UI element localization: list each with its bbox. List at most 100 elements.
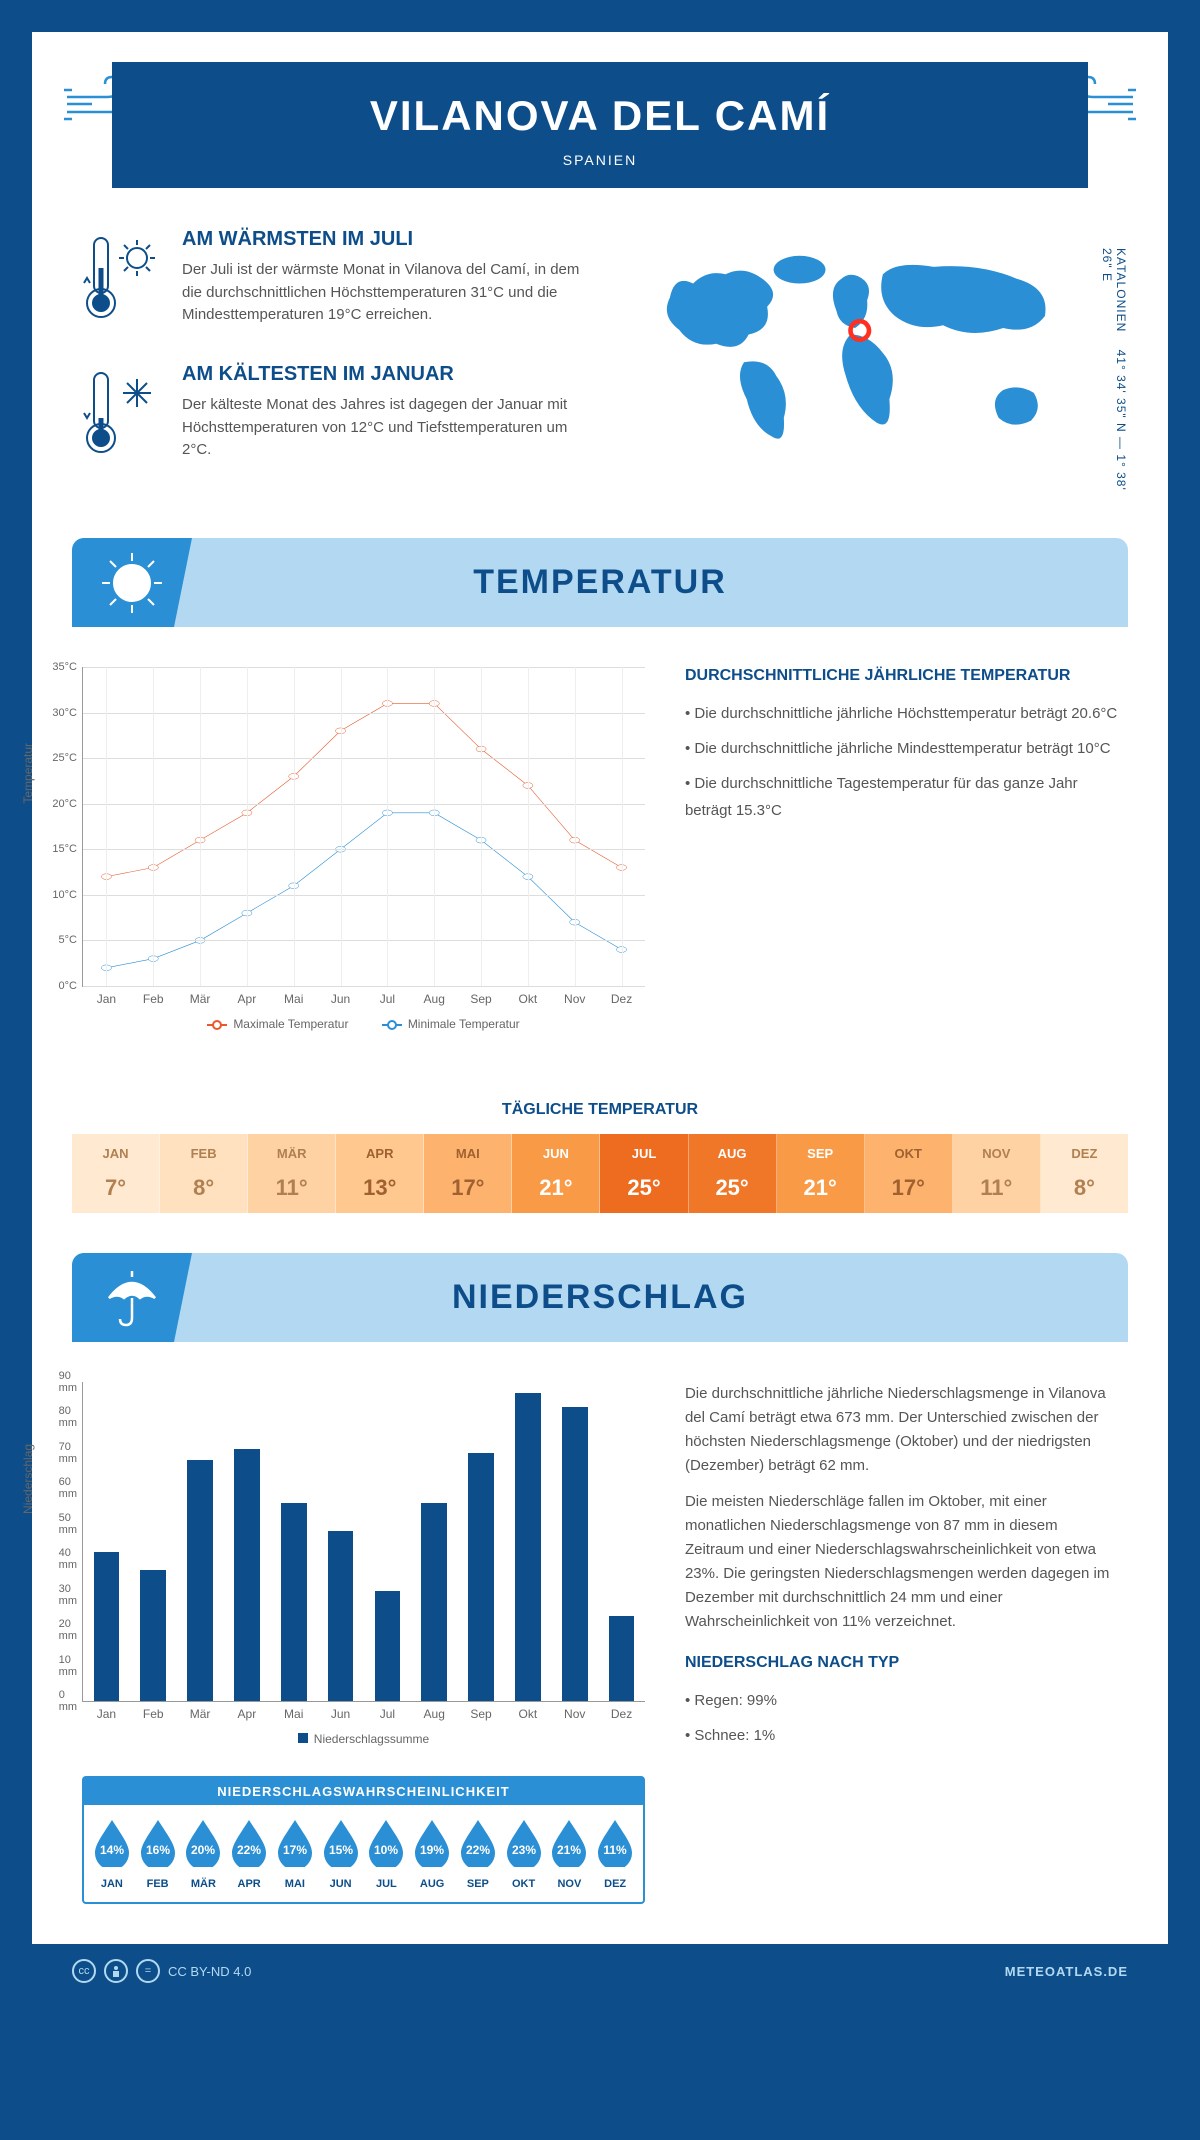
x-tick-label: Aug (424, 986, 445, 1006)
thermometer-sun-icon (82, 228, 162, 333)
daily-temp-cell: MÄR11° (248, 1134, 336, 1213)
y-tick-label: 20 mm (59, 1618, 83, 1642)
daily-temp-cell: OKT17° (865, 1134, 953, 1213)
temperature-legend: Maximale Temperatur Minimale Temperatur (82, 1017, 645, 1031)
x-tick-label: Mär (190, 1701, 211, 1721)
precip-prob-cell: 16%FEB (135, 1817, 181, 1890)
temperature-line-chart: Temperatur 0°C5°C10°C15°C20°C25°C30°C35°… (82, 667, 645, 987)
by-icon (104, 1959, 128, 1983)
temperature-section-header: TEMPERATUR (72, 538, 1128, 627)
precip-prob-title: NIEDERSCHLAGSWAHRSCHEINLICHKEIT (84, 1778, 643, 1805)
precip-bar (562, 1407, 588, 1701)
svg-text:11%: 11% (603, 1843, 627, 1857)
x-tick-label: Sep (470, 1701, 491, 1721)
y-tick-label: 70 mm (59, 1441, 83, 1465)
precip-para2: Die meisten Niederschläge fallen im Okto… (685, 1490, 1118, 1634)
y-tick-label: 90 mm (59, 1370, 83, 1394)
x-tick-label: Mai (284, 1701, 303, 1721)
precip-prob-cell: 22%APR (226, 1817, 272, 1890)
x-tick-label: Nov (564, 986, 585, 1006)
y-tick-label: 20°C (52, 798, 83, 810)
x-tick-label: Jun (331, 1701, 350, 1721)
x-tick-label: Mär (190, 986, 211, 1006)
daily-temp-cell: MAI17° (424, 1134, 512, 1213)
precip-bar (234, 1449, 260, 1701)
precip-bar (468, 1453, 494, 1701)
precip-para1: Die durchschnittliche jährliche Niedersc… (685, 1382, 1118, 1478)
y-tick-label: 10 mm (59, 1654, 83, 1678)
svg-text:16%: 16% (146, 1843, 170, 1857)
x-tick-label: Aug (424, 1701, 445, 1721)
y-tick-label: 0 mm (59, 1689, 83, 1713)
daily-temp-cell: JUL25° (600, 1134, 688, 1213)
fact-coldest-title: AM KÄLTESTEN IM JANUAR (182, 363, 580, 386)
x-tick-label: Apr (238, 1701, 257, 1721)
svg-text:19%: 19% (420, 1843, 444, 1857)
x-tick-label: Apr (238, 986, 257, 1006)
intro-section: AM WÄRMSTEN IM JULI Der Juli ist der wär… (32, 188, 1168, 538)
svg-text:14%: 14% (100, 1843, 124, 1857)
y-tick-label: 35°C (52, 661, 83, 673)
x-tick-label: Sep (470, 986, 491, 1006)
x-tick-label: Feb (143, 986, 164, 1006)
svg-text:15%: 15% (329, 1843, 353, 1857)
daily-temp-cell: NOV11° (953, 1134, 1041, 1213)
fact-coldest: AM KÄLTESTEN IM JANUAR Der kälteste Mona… (82, 363, 580, 468)
precip-prob-cell: 15%JUN (318, 1817, 364, 1890)
x-tick-label: Okt (519, 1701, 538, 1721)
umbrella-icon (72, 1253, 192, 1342)
precip-prob-cell: 10%JUL (364, 1817, 410, 1890)
precip-prob-cell: 23%OKT (501, 1817, 547, 1890)
y-tick-label: 60 mm (59, 1476, 83, 1500)
precipitation-section-header: NIEDERSCHLAG (72, 1253, 1128, 1342)
x-tick-label: Nov (564, 1701, 585, 1721)
fact-warmest: AM WÄRMSTEN IM JULI Der Juli ist der wär… (82, 228, 580, 333)
site-name: METEOATLAS.DE (1005, 1964, 1128, 1979)
precip-prob-cell: 17%MAI (272, 1817, 318, 1890)
daily-temp-cell: APR13° (336, 1134, 424, 1213)
temp-bullet: • Die durchschnittliche Tagestemperatur … (685, 770, 1118, 824)
daily-temp-table: JAN7°FEB8°MÄR11°APR13°MAI17°JUN21°JUL25°… (72, 1134, 1128, 1213)
x-tick-label: Jul (380, 1701, 395, 1721)
precip-bar (328, 1531, 354, 1701)
temp-desc-title: DURCHSCHNITTLICHE JÄHRLICHE TEMPERATUR (685, 667, 1118, 685)
y-tick-label: 40 mm (59, 1547, 83, 1571)
svg-text:22%: 22% (237, 1843, 261, 1857)
x-tick-label: Jan (97, 986, 116, 1006)
precipitation-title: NIEDERSCHLAG (97, 1278, 1103, 1317)
country-label: SPANIEN (132, 152, 1068, 168)
thermometer-snow-icon (82, 363, 162, 468)
y-tick-label: 10°C (52, 889, 83, 901)
temperature-title: TEMPERATUR (97, 563, 1103, 602)
x-tick-label: Dez (611, 986, 632, 1006)
x-tick-label: Dez (611, 1701, 632, 1721)
temp-bullet: • Die durchschnittliche jährliche Höchst… (685, 700, 1118, 727)
nd-icon: = (136, 1959, 160, 1983)
precip-prob-cell: 21%NOV (547, 1817, 593, 1890)
daily-temp-cell: AUG25° (689, 1134, 777, 1213)
precip-bar (421, 1503, 447, 1701)
world-map (620, 228, 1118, 478)
fact-warmest-text: Der Juli ist der wärmste Monat in Vilano… (182, 259, 580, 327)
temp-bullet: • Die durchschnittliche jährliche Mindes… (685, 735, 1118, 762)
temperature-chart-area: Temperatur 0°C5°C10°C15°C20°C25°C30°C35°… (32, 627, 1168, 1071)
y-tick-label: 0°C (59, 980, 83, 992)
precipitation-chart-area: Niederschlag 0 mm10 mm20 mm30 mm40 mm50 … (32, 1342, 1168, 1944)
svg-text:21%: 21% (557, 1843, 581, 1857)
precip-bar (609, 1616, 635, 1701)
precip-type-bullet: • Regen: 99% (685, 1687, 1118, 1714)
license-badge: cc = CC BY-ND 4.0 (72, 1959, 251, 1983)
fact-warmest-title: AM WÄRMSTEN IM JULI (182, 228, 580, 251)
precip-prob-cell: 20%MÄR (181, 1817, 227, 1890)
precip-bar (187, 1460, 213, 1701)
x-tick-label: Feb (143, 1701, 164, 1721)
daily-temp-cell: JAN7° (72, 1134, 160, 1213)
y-tick-label: 30°C (52, 707, 83, 719)
y-tick-label: 30 mm (59, 1583, 83, 1607)
daily-temp-cell: FEB8° (160, 1134, 248, 1213)
cc-icon: cc (72, 1959, 96, 1983)
precip-bar (281, 1503, 307, 1701)
precip-bar (94, 1552, 120, 1701)
precip-bar (140, 1570, 166, 1701)
precip-type-bullet: • Schnee: 1% (685, 1722, 1118, 1749)
